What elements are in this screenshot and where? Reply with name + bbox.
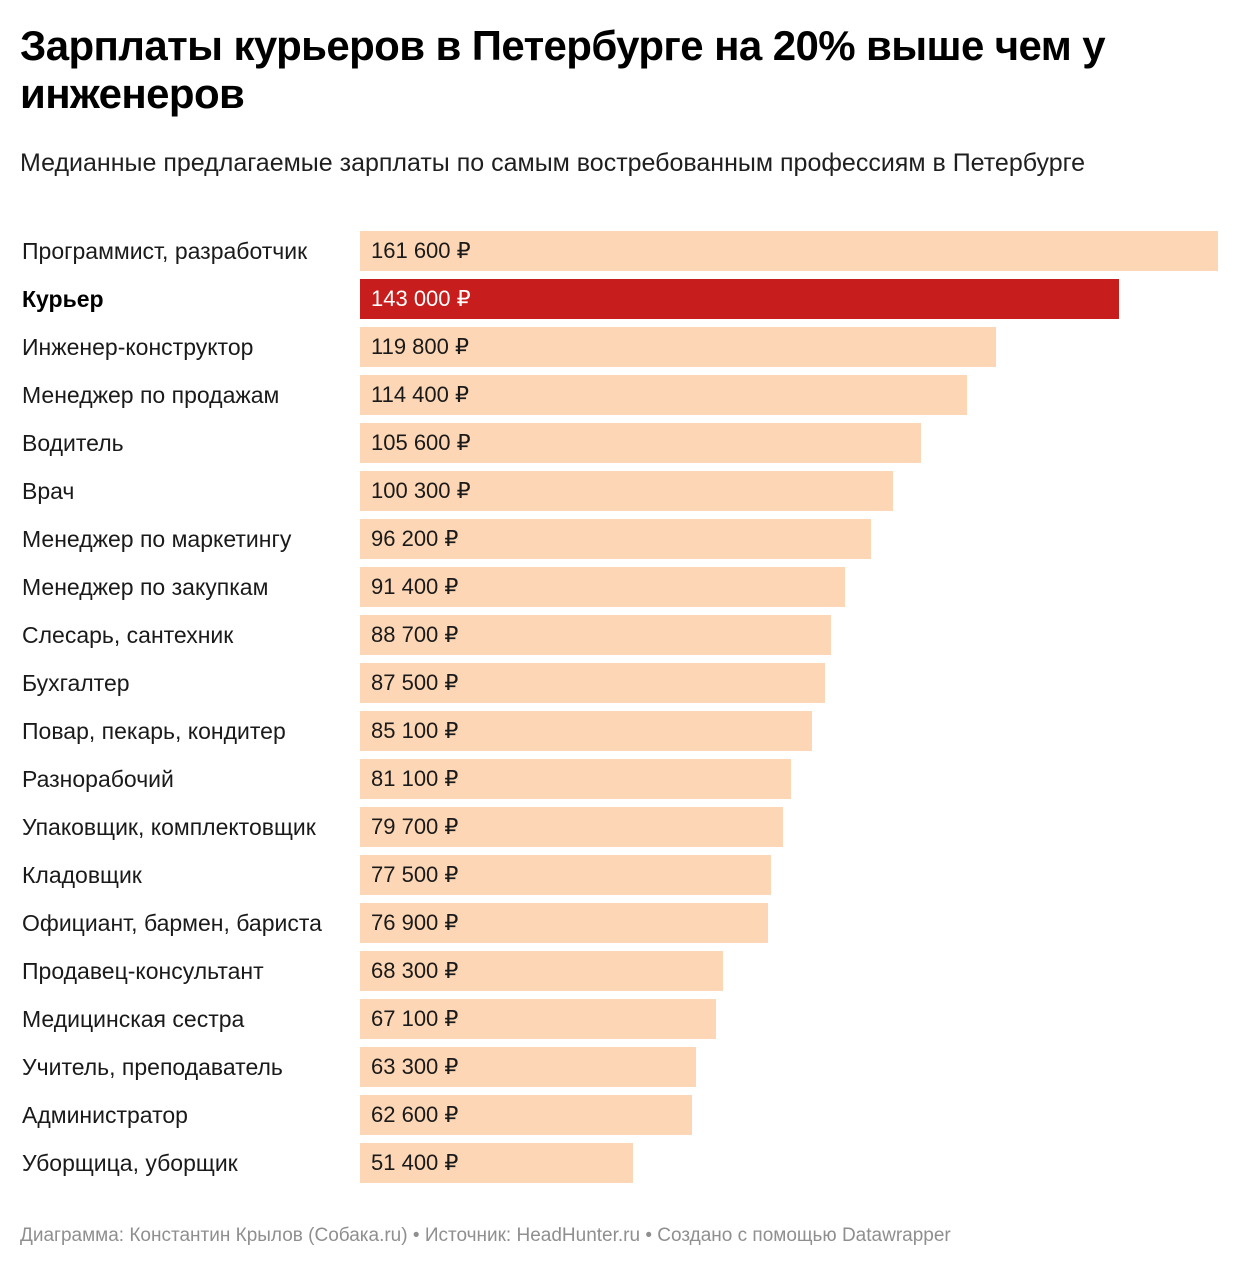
bar xyxy=(360,471,893,511)
category-label: Кладовщик xyxy=(22,862,142,888)
bar xyxy=(360,519,871,559)
bar xyxy=(360,903,768,943)
category-label: Врач xyxy=(22,478,75,504)
category-label: Программист, разработчик xyxy=(22,238,308,264)
bar xyxy=(360,951,723,991)
category-label: Учитель, преподаватель xyxy=(22,1054,283,1080)
bar-row: Официант, бармен, бариста 76 900 ₽ xyxy=(0,903,1240,951)
chart-title: Зарплаты курьеров в Петербурге на 20% вы… xyxy=(20,22,1106,117)
footer-author: Диаграмма: Константин Крылов (Собака.ru) xyxy=(20,1225,408,1246)
bar xyxy=(360,615,831,655)
bar xyxy=(360,327,996,367)
chart-subtitle: Медианные предлагаемые зарплаты по самым… xyxy=(20,149,1086,177)
bar-chart: Программист, разработчик 161 600 ₽ Курьер 1… xyxy=(0,231,1240,1191)
footer-separator: • xyxy=(407,1225,425,1246)
bar-row: Медицинская сестра 67 100 ₽ xyxy=(0,999,1240,1047)
bar-row: Разнорабочий 81 100 ₽ xyxy=(0,759,1240,807)
bar-row: Программист, разработчик 161 600 ₽ xyxy=(0,231,1240,279)
bar-row: Кладовщик 77 500 ₽ xyxy=(0,855,1240,903)
footer-source: Источник: HeadHunter.ru xyxy=(424,1225,641,1246)
footer-tool: Создано с помощью Datawrapper xyxy=(657,1225,951,1246)
category-label: Менеджер по продажам xyxy=(22,382,280,408)
bar-row: Упаковщик, комплектовщик 79 700 ₽ xyxy=(0,807,1240,855)
bar xyxy=(360,999,716,1039)
category-label: Инженер-конструктор xyxy=(22,334,254,360)
value-label: 114 400 ₽ xyxy=(371,382,470,407)
bar-row: Учитель, преподаватель 63 300 ₽ xyxy=(0,1047,1240,1095)
category-label: Администратор xyxy=(22,1102,188,1128)
bar xyxy=(360,663,825,703)
bar-row: Продавец-консультант 68 300 ₽ xyxy=(0,951,1240,999)
category-label: Бухгалтер xyxy=(22,670,130,696)
chart-header: Зарплаты курьеров в Петербурге на 20% вы… xyxy=(20,22,1210,180)
value-label: 51 400 ₽ xyxy=(371,1150,459,1175)
chart-footer: Диаграмма: Константин Крылов (Собака.ru)… xyxy=(20,1222,951,1250)
category-label: Уборщица, уборщик xyxy=(22,1150,238,1176)
category-label: Продавец-консультант xyxy=(22,958,264,984)
value-label: 77 500 ₽ xyxy=(371,862,459,887)
bar xyxy=(360,375,967,415)
bar-row: Бухгалтер 87 500 ₽ xyxy=(0,663,1240,711)
value-label: 79 700 ₽ xyxy=(371,814,459,839)
bar xyxy=(360,1143,633,1183)
value-label: 81 100 ₽ xyxy=(371,766,459,791)
bar-row: Уборщица, уборщик 51 400 ₽ xyxy=(0,1143,1240,1191)
bar-row: Администратор 62 600 ₽ xyxy=(0,1095,1240,1143)
bar xyxy=(360,1047,696,1087)
value-label: 161 600 ₽ xyxy=(371,238,471,263)
value-label: 91 400 ₽ xyxy=(371,574,459,599)
value-label: 96 200 ₽ xyxy=(371,526,459,551)
bar xyxy=(360,759,791,799)
bar xyxy=(360,423,921,463)
bar-row: Водитель 105 600 ₽ xyxy=(0,423,1240,471)
value-label: 88 700 ₽ xyxy=(371,622,459,647)
bar-row: Менеджер по маркетингу 96 200 ₽ xyxy=(0,519,1240,567)
bar-row: Повар, пекарь, кондитер 85 100 ₽ xyxy=(0,711,1240,759)
value-label: 85 100 ₽ xyxy=(371,718,459,743)
value-label: 62 600 ₽ xyxy=(371,1102,459,1127)
value-label: 119 800 ₽ xyxy=(371,334,470,359)
category-label: Слесарь, сантехник xyxy=(22,622,234,648)
category-label: Разнорабочий xyxy=(22,766,174,792)
footer-separator: • xyxy=(640,1225,658,1246)
bar xyxy=(360,1095,692,1135)
bar xyxy=(360,711,812,751)
category-label: Менеджер по маркетингу xyxy=(22,526,292,552)
category-label: Менеджер по закупкам xyxy=(22,574,269,600)
bar-row: Менеджер по продажам 114 400 ₽ xyxy=(0,375,1240,423)
category-label: Водитель xyxy=(22,430,124,456)
bar xyxy=(360,279,1119,319)
value-label: 143 000 ₽ xyxy=(371,286,471,311)
bar-row: Инженер-конструктор 119 800 ₽ xyxy=(0,327,1240,375)
bar-row: Менеджер по закупкам 91 400 ₽ xyxy=(0,567,1240,615)
bar-row: Врач 100 300 ₽ xyxy=(0,471,1240,519)
value-label: 105 600 ₽ xyxy=(371,430,471,455)
value-label: 76 900 ₽ xyxy=(371,910,459,935)
value-label: 87 500 ₽ xyxy=(371,670,459,695)
value-label: 68 300 ₽ xyxy=(371,958,459,983)
value-label: 67 100 ₽ xyxy=(371,1006,459,1031)
bar xyxy=(360,231,1218,271)
bar xyxy=(360,567,845,607)
bar-row: Курьер 143 000 ₽ xyxy=(0,279,1240,327)
category-label: Официант, бармен, бариста xyxy=(22,910,322,936)
bar xyxy=(360,807,783,847)
category-label: Медицинская сестра xyxy=(22,1006,245,1032)
bar-row: Слесарь, сантехник 88 700 ₽ xyxy=(0,615,1240,663)
category-label: Курьер xyxy=(22,286,104,312)
category-label: Повар, пекарь, кондитер xyxy=(22,718,286,744)
value-label: 100 300 ₽ xyxy=(371,478,471,503)
bar xyxy=(360,855,771,895)
category-label: Упаковщик, комплектовщик xyxy=(22,814,316,840)
value-label: 63 300 ₽ xyxy=(371,1054,459,1079)
